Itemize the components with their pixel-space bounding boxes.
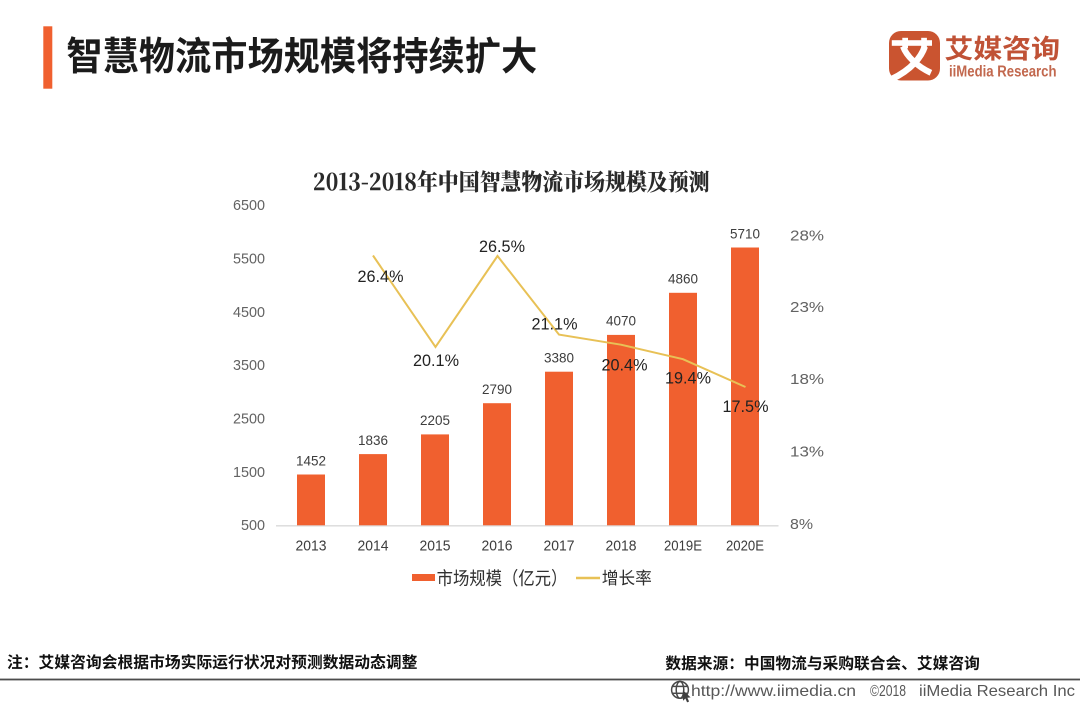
svg-text:20.4%: 20.4% [602, 356, 648, 375]
svg-text:3500: 3500 [233, 357, 265, 374]
svg-text:2014: 2014 [358, 537, 389, 554]
svg-text:http://www.iimedia.cn: http://www.iimedia.cn [691, 683, 856, 700]
svg-text:2205: 2205 [420, 412, 450, 428]
svg-text:4860: 4860 [668, 271, 698, 287]
svg-text:2020E: 2020E [726, 537, 764, 554]
svg-text:18%: 18% [790, 371, 824, 388]
svg-text:17.5%: 17.5% [723, 397, 769, 416]
svg-text:2017: 2017 [544, 537, 575, 554]
svg-text:2019E: 2019E [664, 537, 702, 554]
svg-text:4500: 4500 [233, 304, 265, 321]
svg-text:19.4%: 19.4% [665, 369, 711, 388]
svg-text:©2018: ©2018 [870, 683, 906, 700]
svg-text:2018: 2018 [606, 537, 637, 554]
svg-text:1452: 1452 [296, 452, 326, 468]
svg-text:13%: 13% [790, 444, 824, 461]
svg-text:28%: 28% [790, 228, 824, 245]
svg-text:iiMedia Research: iiMedia Research [949, 64, 1057, 81]
svg-text:2790: 2790 [482, 381, 512, 397]
svg-text:21.1%: 21.1% [532, 315, 578, 334]
svg-text:5500: 5500 [233, 251, 265, 268]
svg-text:26.4%: 26.4% [358, 267, 404, 286]
svg-text:20.1%: 20.1% [413, 351, 459, 370]
svg-text:23%: 23% [790, 299, 824, 316]
svg-text:2013: 2013 [296, 537, 327, 554]
svg-text:2500: 2500 [233, 411, 265, 428]
svg-text:5710: 5710 [730, 225, 760, 241]
svg-text:1836: 1836 [358, 432, 388, 448]
svg-text:6500: 6500 [233, 197, 265, 214]
svg-text:500: 500 [241, 517, 265, 534]
svg-text:26.5%: 26.5% [479, 237, 525, 256]
svg-text:1500: 1500 [233, 464, 265, 481]
svg-text:iiMedia Research Inc: iiMedia Research Inc [919, 683, 1075, 700]
svg-text:2016: 2016 [482, 537, 513, 554]
svg-text:8%: 8% [790, 516, 813, 533]
svg-text:3380: 3380 [544, 350, 574, 366]
svg-text:4070: 4070 [606, 313, 636, 329]
svg-text:2015: 2015 [420, 537, 451, 554]
